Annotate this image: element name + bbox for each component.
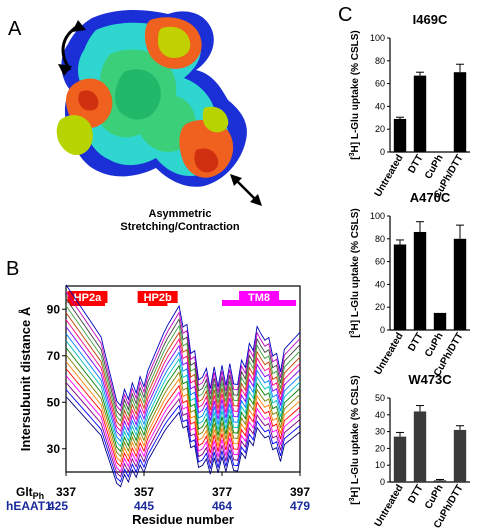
bar-untreated	[393, 436, 407, 482]
panel-b-xtick-heaat1-464: 464	[212, 499, 232, 513]
region-label-tm8: TM8	[248, 292, 270, 304]
distance-trace-8	[65, 347, 301, 453]
panel-a-caption-line2: Stretching/Contraction	[120, 221, 240, 233]
chart-ytick-50: 50	[375, 393, 385, 403]
panel-b-ytick-50: 50	[47, 395, 61, 409]
distance-trace-1	[65, 396, 301, 488]
panel-b-xlabel: Residue number	[132, 512, 234, 527]
bar-cuph-dtt	[453, 429, 467, 482]
chart-ytick-80: 80	[375, 234, 385, 244]
panel-b-xtick-gltph-337: 337	[56, 485, 76, 499]
distance-trace-16	[65, 291, 301, 412]
panel-b-ytick-70: 70	[47, 349, 61, 363]
panel-b-xtick-heaat1-425: 425	[48, 499, 68, 513]
region-label-bg-hp2a	[67, 291, 108, 303]
category-label-dtt: DTT	[406, 153, 425, 175]
panel-letter-a: A	[8, 18, 22, 40]
bar-dtt	[413, 231, 427, 330]
chart-ytick-0: 0	[380, 325, 385, 335]
chart-ylabel: [3H] L-Glu uptake (% CSLS)	[349, 208, 361, 337]
bar-cuph	[433, 312, 447, 330]
panel-letter-b: B	[6, 258, 20, 280]
distance-trace-3	[65, 382, 301, 478]
stretch-arrow	[235, 179, 257, 201]
panel-b-ytick-30: 30	[47, 442, 61, 456]
chart-ytick-100: 100	[370, 211, 385, 221]
protein-surface-illustration	[56, 10, 247, 187]
category-label-untreated: Untreated	[373, 483, 406, 529]
bar-dtt	[413, 411, 427, 482]
category-label-dtt: DTT	[406, 331, 425, 353]
panel-b-xtick-gltph-357: 357	[134, 485, 154, 499]
panel-b-ylabel: Intersubunit distance Å	[18, 306, 33, 451]
chart-ytick-10: 10	[375, 460, 385, 470]
region-label-bg-hp2b	[137, 291, 178, 303]
chart-ytick-80: 80	[375, 56, 385, 66]
panel-b-row-label-gltph: GltPh	[16, 485, 44, 501]
chart-ytick-60: 60	[375, 257, 385, 267]
chart-ylabel: [3H] L-Glu uptake (% CSLS)	[349, 375, 361, 504]
bar-untreated	[393, 244, 407, 330]
panel-letter-c: C	[338, 4, 353, 26]
panel-b-xtick-gltph-397: 397	[290, 485, 310, 499]
distance-trace-15	[65, 298, 301, 417]
distance-trace-10	[65, 333, 301, 443]
distance-trace-17	[65, 284, 301, 407]
distance-trace-11	[65, 326, 301, 437]
bar-untreated	[393, 118, 407, 152]
panel-b-xtick-heaat1-445: 445	[134, 499, 154, 513]
chart-title: A470C	[410, 190, 451, 205]
bar-cuph	[433, 480, 447, 482]
panel-b-distance-plot: HP2a HP2b TM8 30 50 70 90 337 357 377 397 425 445 464…	[6, 284, 310, 527]
panel-b-xtick-gltph-377: 377	[212, 485, 232, 499]
chart-title: W473C	[408, 372, 452, 387]
panel-a-caption-line1: Asymmetric	[148, 208, 212, 220]
distance-trace-9	[65, 340, 301, 448]
category-label-dtt: DTT	[406, 483, 425, 505]
chart-title: I469C	[413, 12, 448, 27]
bar-cuph-dtt	[453, 72, 467, 152]
panel-b-xtick-heaat1-479: 479	[290, 499, 310, 513]
chart-ytick-30: 30	[375, 427, 385, 437]
distance-trace-6	[65, 361, 301, 463]
bar-cuph-dtt	[453, 238, 467, 330]
chart-ytick-100: 100	[370, 33, 385, 43]
chart-ytick-40: 40	[375, 101, 385, 111]
region-label-bg-tm8	[239, 291, 280, 303]
chart-ylabel: [3H] L-Glu uptake (% CSLS)	[349, 30, 361, 159]
distance-trace-4	[65, 375, 301, 473]
bar-dtt	[413, 75, 427, 152]
chart-ytick-20: 20	[375, 302, 385, 312]
panel-b-row-label-heaat1: hEAAT1	[6, 499, 52, 513]
chart-ytick-0: 0	[380, 147, 385, 157]
chart-ytick-20: 20	[375, 443, 385, 453]
region-label-hp2b: HP2b	[144, 292, 172, 304]
category-label-untreated: Untreated	[373, 331, 406, 377]
panel-b-ytick-90: 90	[47, 302, 61, 316]
distance-trace-13	[65, 312, 301, 427]
chart-ytick-40: 40	[375, 279, 385, 289]
panel-b-frame	[65, 285, 301, 473]
category-label-untreated: Untreated	[373, 153, 406, 199]
distance-trace-14	[65, 305, 301, 422]
chart-ytick-20: 20	[375, 124, 385, 134]
distance-trace-2	[65, 389, 301, 483]
distance-trace-7	[65, 354, 301, 458]
chart-ytick-60: 60	[375, 79, 385, 89]
distance-trace-12	[65, 319, 301, 432]
chart-ytick-40: 40	[375, 410, 385, 420]
distance-trace-5	[65, 368, 301, 468]
chart-ytick-0: 0	[380, 477, 385, 487]
region-label-hp2a: HP2a	[74, 292, 102, 304]
